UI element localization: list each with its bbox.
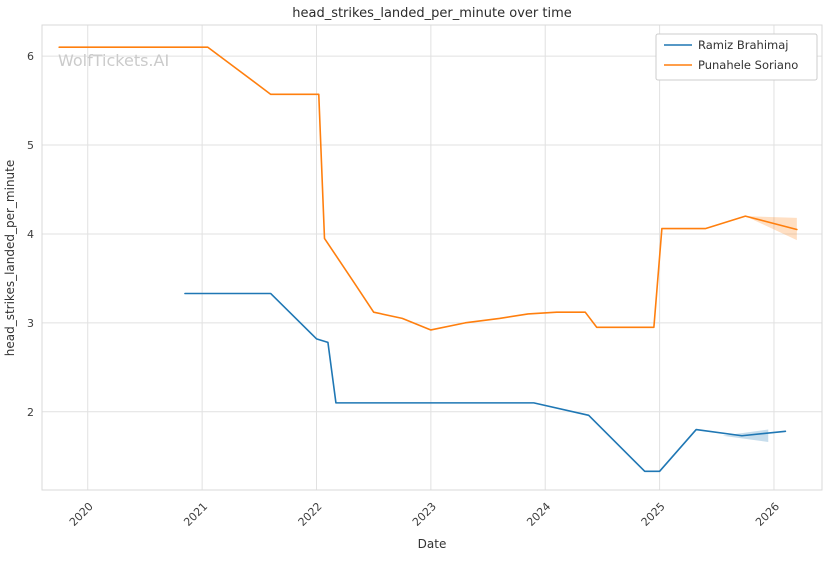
- legend-box: [655, 33, 818, 81]
- y-tick-label: 3: [27, 317, 34, 330]
- series-line-punahele-soriano: [58, 46, 798, 331]
- y-tick-label: 6: [27, 50, 34, 63]
- legend-label-punahele-soriano: Punahele Soriano: [698, 58, 798, 72]
- chart-title: head_strikes_landed_per_minute over time: [292, 6, 572, 21]
- x-tick-label: 2020: [67, 500, 96, 529]
- y-axis-ticks: 2 3 4 5 6: [27, 50, 34, 419]
- x-tick-label: 2022: [296, 500, 325, 529]
- y-axis-label: head_strikes_landed_per_minute: [3, 160, 17, 357]
- confidence-bands: [722, 216, 797, 442]
- x-tick-label: 2026: [753, 500, 782, 529]
- plot-border: [41, 24, 823, 491]
- x-tick-label: 2023: [410, 500, 439, 529]
- x-tick-label: 2024: [524, 500, 553, 529]
- x-axis-label: Date: [418, 537, 447, 551]
- legend: Ramiz Brahimaj Punahele Soriano: [655, 33, 818, 81]
- legend-label-ramiz-brahimaj: Ramiz Brahimaj: [698, 38, 788, 52]
- series-lines: [58, 46, 798, 473]
- y-tick-label: 2: [27, 406, 34, 419]
- x-tick-label: 2025: [639, 500, 668, 529]
- grid-lines: [42, 25, 822, 490]
- y-tick-label: 4: [27, 228, 34, 241]
- x-tick-label: 2021: [181, 500, 210, 529]
- confidence-band-punahele-soriano: [745, 216, 797, 241]
- series-line-ramiz-brahimaj: [184, 292, 787, 473]
- watermark: WolfTickets.AI: [58, 51, 169, 70]
- x-axis-ticks: 2020 2021 2022 2023 2024 2025 2026: [67, 500, 782, 529]
- y-tick-label: 5: [27, 139, 34, 152]
